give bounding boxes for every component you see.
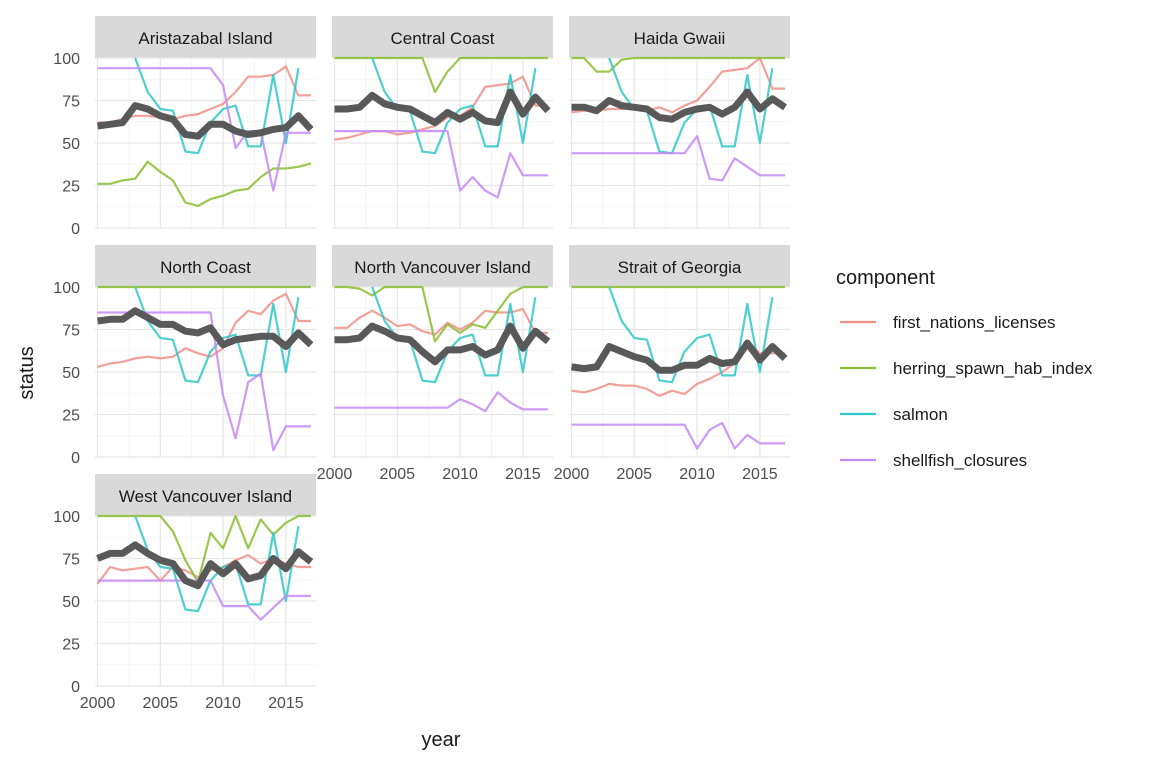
x-tick-label: 2000 xyxy=(80,695,116,712)
series-line-shellfish_closures xyxy=(571,421,785,450)
series-line-shellfish_closures xyxy=(334,391,548,413)
panel-north-coast: North Coast 0 25 50 75 100 xyxy=(53,245,316,467)
x-tick-label: 2000 xyxy=(317,466,353,483)
panel-title: Haida Gwaii xyxy=(634,29,726,48)
y-tick-label: 50 xyxy=(62,594,80,611)
panel-title: North Vancouver Island xyxy=(354,258,530,277)
series-line-salmon xyxy=(134,286,300,384)
gridlines xyxy=(569,57,790,229)
panel-central-coast: Central Coast xyxy=(332,16,553,229)
panel-aristazabal-island: Aristazabal Island 0 25 50 75 100 xyxy=(53,16,316,238)
y-tick-label: 75 xyxy=(62,323,80,340)
x-tick-label: 2010 xyxy=(442,466,478,483)
panel-strait-of-georgia: Strait of Georgia 2000 2005 2010 2015 xyxy=(554,245,790,483)
x-tick-label: 2000 xyxy=(554,466,590,483)
legend-item-first_nations_licenses: first_nations_licenses xyxy=(840,313,1056,332)
series-line-salmon xyxy=(608,286,774,384)
series-line-herring_spawn_hab_index xyxy=(571,56,785,73)
panel-strip xyxy=(332,16,553,58)
panel-strip xyxy=(95,16,316,58)
x-tick-label: 2005 xyxy=(379,466,415,483)
series-line-first_nations_licenses xyxy=(97,292,311,368)
series-line-herring_spawn_hab_index xyxy=(97,160,312,207)
series-line-score xyxy=(97,307,314,350)
axis-titles: year status xyxy=(16,346,461,751)
series-line-shellfish_closures xyxy=(334,130,548,199)
y-tick-label: 25 xyxy=(62,637,80,654)
y-tick-label: 0 xyxy=(71,221,80,238)
legend-item-salmon: salmon xyxy=(840,405,948,424)
gridlines xyxy=(332,286,553,458)
y-tick-label: 75 xyxy=(62,94,80,111)
x-tick-label: 2015 xyxy=(268,695,304,712)
panel-strip xyxy=(569,16,790,58)
series-line-herring_spawn_hab_index xyxy=(97,514,311,584)
legend-label: salmon xyxy=(893,405,948,424)
y-tick-label: 0 xyxy=(71,679,80,696)
gridlines xyxy=(332,57,553,229)
legend-title: component xyxy=(836,267,935,289)
x-tick-label: 2015 xyxy=(742,466,778,483)
panel-title: Strait of Georgia xyxy=(618,258,742,277)
x-tick-label: 2015 xyxy=(505,466,541,483)
series-line-score xyxy=(96,541,314,590)
x-tick-label: 2005 xyxy=(616,466,652,483)
series-line-salmon xyxy=(134,515,300,613)
panel-title: Aristazabal Island xyxy=(138,29,272,48)
series-line-score xyxy=(334,88,551,127)
legend-item-herring_spawn_hab_index: herring_spawn_hab_index xyxy=(840,359,1093,378)
series-line-first_nations_licenses xyxy=(97,65,311,124)
panel-haida-gwaii: Haida Gwaii xyxy=(569,16,790,229)
series-line-herring_spawn_hab_index xyxy=(334,285,548,343)
legend-label: first_nations_licenses xyxy=(893,313,1056,332)
gridlines xyxy=(569,286,790,458)
series-line-herring_spawn_hab_index xyxy=(334,56,548,94)
y-tick-label: 100 xyxy=(53,280,80,297)
panel-strip xyxy=(569,245,790,287)
legend-label: herring_spawn_hab_index xyxy=(893,359,1093,378)
x-tick-label: 2005 xyxy=(142,695,178,712)
y-tick-label: 50 xyxy=(62,136,80,153)
gridlines xyxy=(95,57,316,229)
panels: Aristazabal Island 0 25 50 75 100 Central Coas… xyxy=(53,16,790,712)
panel-strip xyxy=(95,474,316,516)
x-tick-label: 2010 xyxy=(679,466,715,483)
panel-title: West Vancouver Island xyxy=(119,487,292,506)
legend: component first_nations_licenses herring_… xyxy=(836,267,1093,470)
panel-strip xyxy=(95,245,316,287)
series-line-score xyxy=(334,322,551,366)
legend-label: shellfish_closures xyxy=(893,451,1027,470)
panel-title: North Coast xyxy=(160,258,251,277)
series-line-first_nations_licenses xyxy=(571,56,785,114)
series-line-shellfish_closures xyxy=(97,579,311,621)
series-line-score xyxy=(571,88,787,123)
x-tick-label: 2010 xyxy=(205,695,241,712)
panel-west-vancouver-island: West Vancouver Island 0 25 50 75 100 2000 2005 2… xyxy=(53,474,316,712)
series-line-score xyxy=(97,102,314,140)
y-tick-label: 75 xyxy=(62,552,80,569)
gridlines xyxy=(95,515,316,687)
y-tick-label: 100 xyxy=(53,51,80,68)
y-tick-label: 100 xyxy=(53,509,80,526)
y-tick-label: 0 xyxy=(71,450,80,467)
y-tick-label: 25 xyxy=(62,179,80,196)
y-tick-label: 25 xyxy=(62,408,80,425)
x-axis-title: year xyxy=(422,729,461,751)
series-line-salmon xyxy=(134,57,300,155)
series-line-shellfish_closures xyxy=(97,67,311,192)
panel-north-vancouver-island: North Vancouver Island 2000 2005 2010 2015 xyxy=(317,245,553,483)
panel-title: Central Coast xyxy=(391,29,495,48)
legend-item-shellfish_closures: shellfish_closures xyxy=(840,451,1027,470)
panel-strip xyxy=(332,245,553,287)
series-line-score xyxy=(571,339,788,374)
series-line-shellfish_closures xyxy=(571,135,785,182)
y-axis-title: status xyxy=(16,346,38,399)
y-tick-label: 50 xyxy=(62,365,80,382)
